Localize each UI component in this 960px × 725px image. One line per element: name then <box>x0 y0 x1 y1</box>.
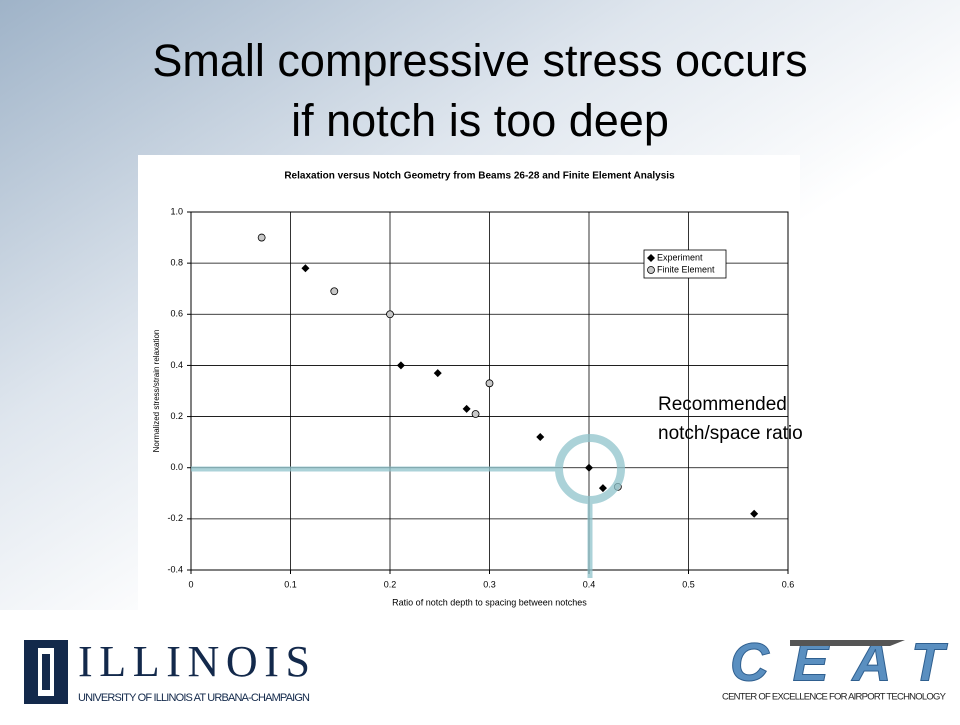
legend-label: Experiment <box>657 252 703 262</box>
ceat-logo: CEAT CENTER OF EXCELLENCE FOR AIRPORT TE… <box>722 632 949 703</box>
point <box>433 369 442 378</box>
logo-subtitle: CENTER OF EXCELLENCE FOR AIRPORT TECHNOL… <box>722 692 947 703</box>
point <box>585 463 593 472</box>
point <box>536 433 545 442</box>
legend-label: Finite Element <box>657 264 715 274</box>
x-tick-label: 0 <box>188 579 193 589</box>
legend-marker <box>647 266 655 274</box>
logo-mark <box>42 654 50 690</box>
x-tick-label: 0.6 <box>782 579 795 589</box>
y-tick-label: 0.4 <box>170 360 183 370</box>
y-tick-label: 0.0 <box>170 462 183 472</box>
x-tick-label: 0.2 <box>384 579 397 589</box>
highlight-circle <box>555 434 625 504</box>
highlight <box>191 434 625 578</box>
illinois-logo: ILLINOIS UNIVERSITY OF ILLINOIS AT URBAN… <box>24 637 310 704</box>
point <box>598 484 607 493</box>
y-axis-label: Normalized stress/strain relaxation <box>152 330 161 453</box>
y-tick-label: 0.2 <box>170 411 183 421</box>
point <box>471 410 480 418</box>
chart-title: Relaxation versus Notch Geometry from Be… <box>284 171 675 182</box>
y-tick-label: -0.2 <box>167 513 183 523</box>
x-axis-label: Ratio of notch depth to spacing between … <box>392 597 587 607</box>
x-tick-label: 0.5 <box>682 579 695 589</box>
point <box>386 310 394 319</box>
point <box>301 264 310 273</box>
x-tick-label: 0.4 <box>583 579 596 589</box>
chart-panel <box>138 155 800 610</box>
point <box>462 404 471 413</box>
y-tick-label: 0.6 <box>170 309 183 319</box>
logo-subtitle: UNIVERSITY OF ILLINOIS AT URBANA-CHAMPAI… <box>78 692 310 704</box>
point <box>257 233 266 242</box>
slide-title: if notch is too deep <box>291 95 669 146</box>
logo-plane <box>790 640 905 646</box>
chart: Relaxation versus Notch Geometry from Be… <box>152 171 794 608</box>
point <box>750 509 759 518</box>
x-tick-label: 0.1 <box>284 579 297 589</box>
plot-frame <box>190 211 789 571</box>
annotation: Recommended <box>658 394 787 415</box>
y-tick-label: 0.8 <box>170 258 183 268</box>
annotation: notch/space ratio <box>658 423 803 444</box>
point <box>396 361 405 370</box>
point <box>485 379 494 388</box>
slide-title: Small compressive stress occurs <box>152 35 807 86</box>
legend <box>643 249 727 279</box>
logo-text: ILLINOIS <box>78 637 310 686</box>
legend-marker <box>647 254 655 262</box>
point <box>330 287 339 296</box>
y-tick-label: -0.4 <box>167 564 183 574</box>
y-tick-label: 1.0 <box>170 206 183 216</box>
x-tick-label: 0.3 <box>483 579 496 589</box>
